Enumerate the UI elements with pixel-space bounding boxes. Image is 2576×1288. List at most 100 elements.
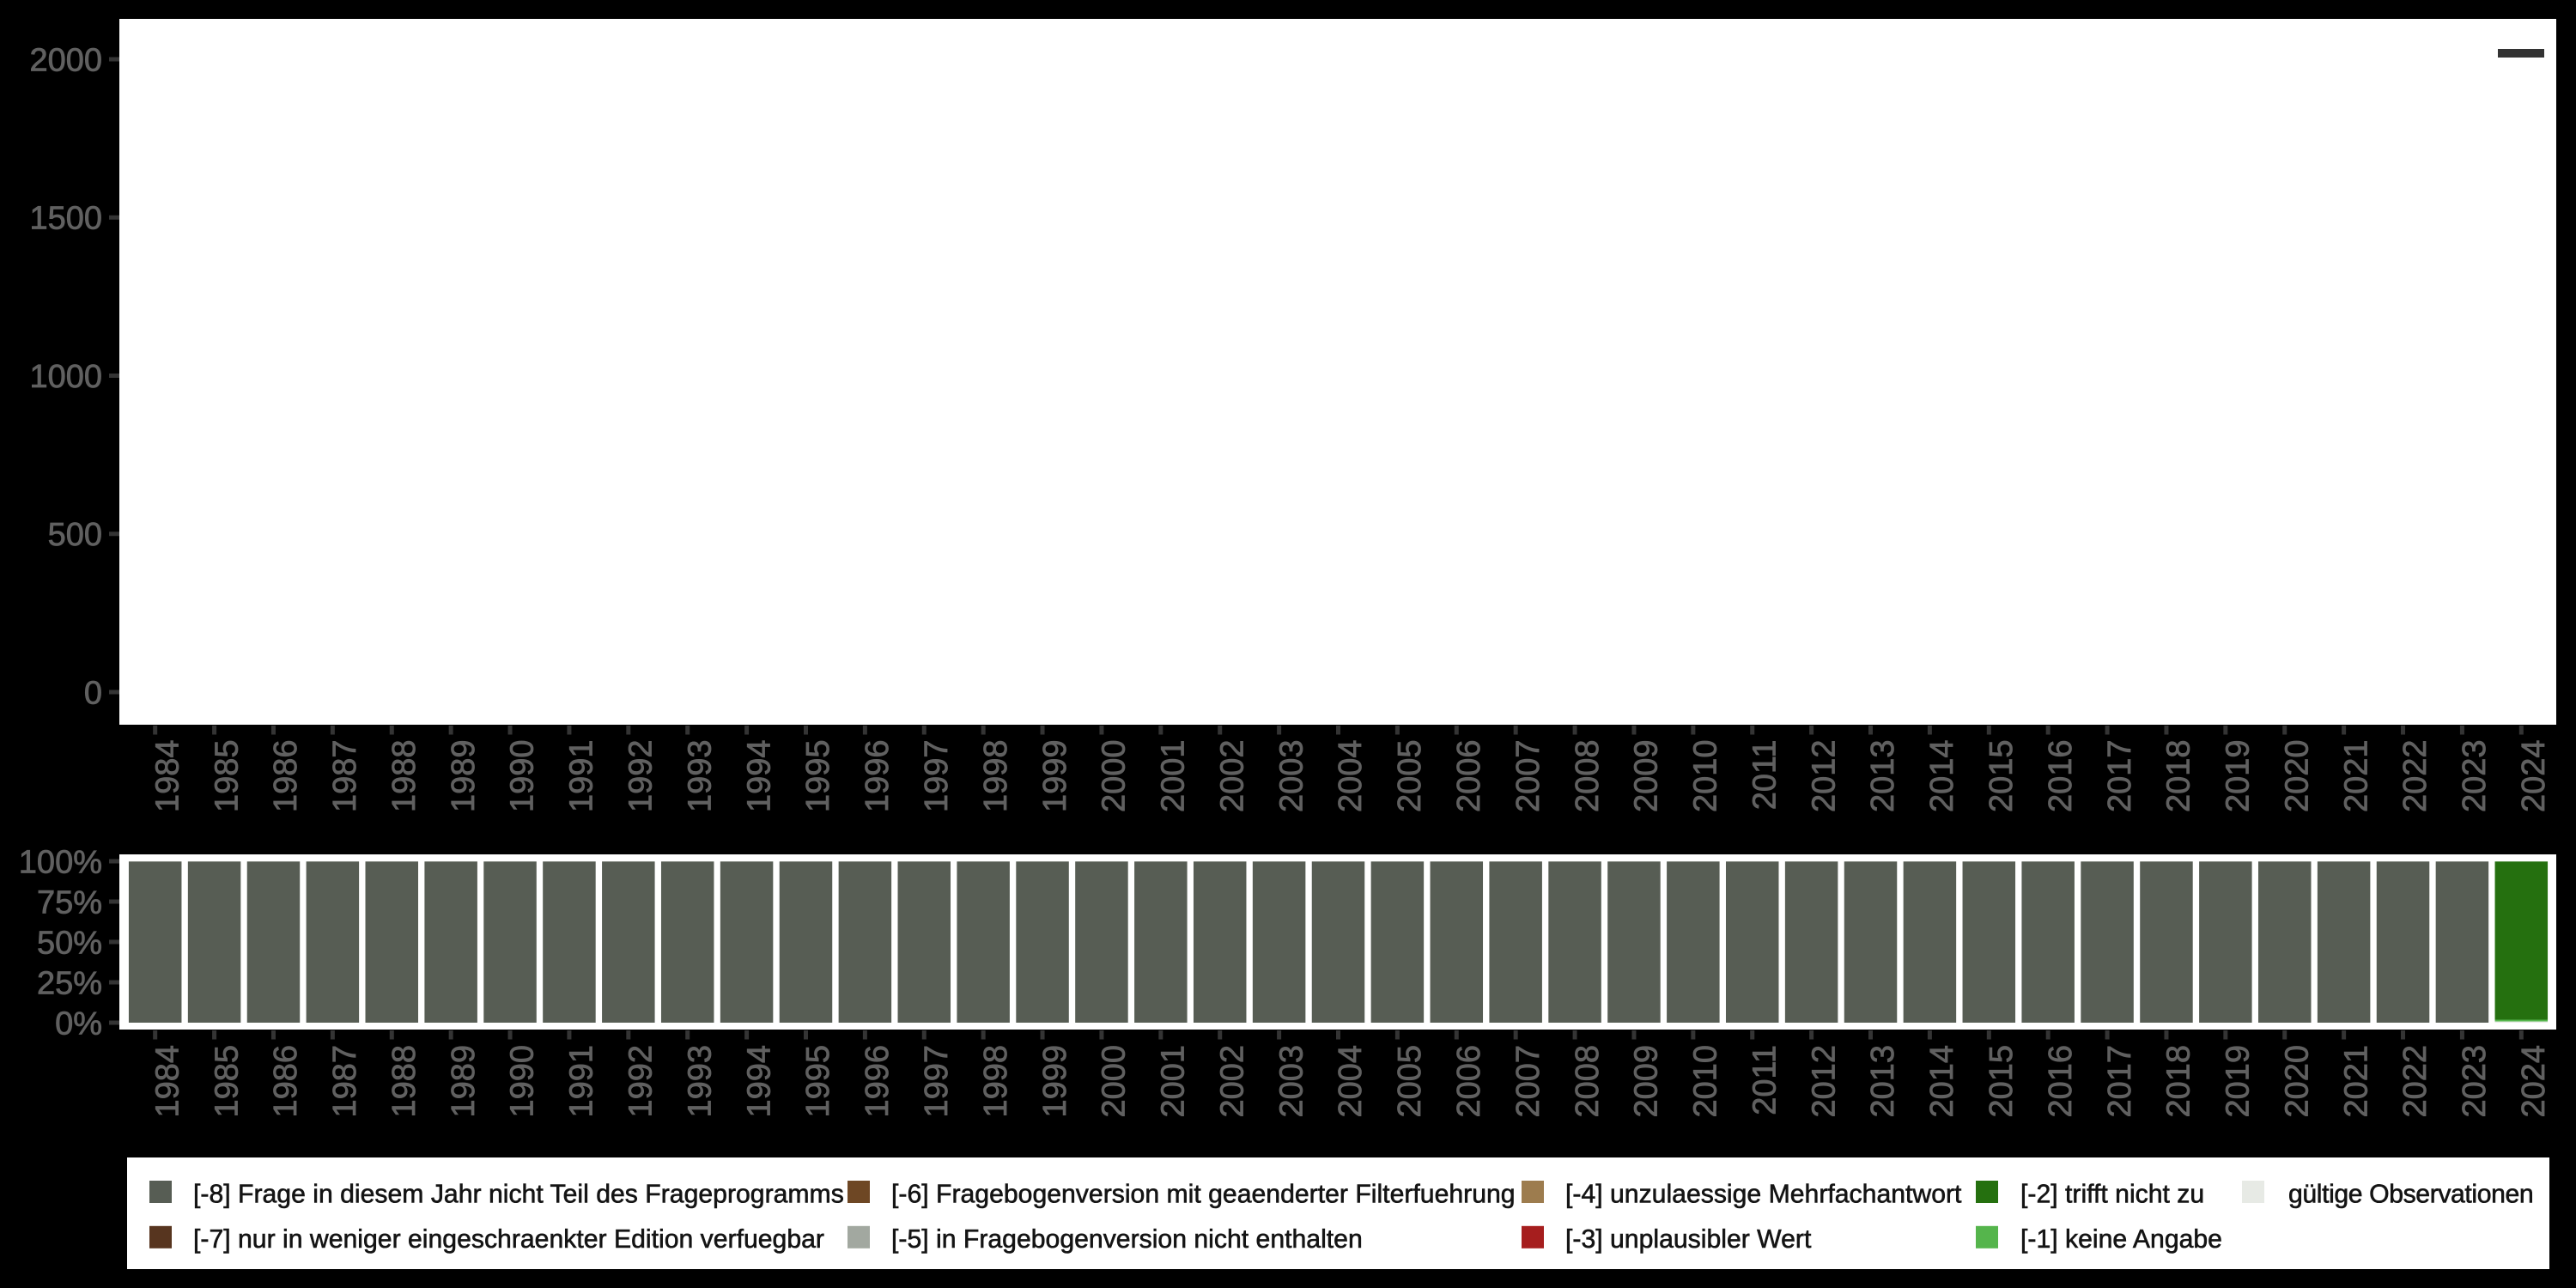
svg-text:2015: 2015 xyxy=(1984,1045,2020,1118)
svg-text:2021: 2021 xyxy=(2338,1045,2374,1118)
svg-text:1997: 1997 xyxy=(919,740,955,813)
svg-text:2003: 2003 xyxy=(1273,740,1309,813)
svg-text:75%: 75% xyxy=(37,884,102,920)
svg-text:2006: 2006 xyxy=(1451,1045,1487,1118)
svg-text:2001: 2001 xyxy=(1156,740,1192,813)
svg-text:2016: 2016 xyxy=(2043,1045,2079,1118)
svg-text:2017: 2017 xyxy=(2102,740,2138,813)
svg-text:1992: 1992 xyxy=(623,1045,659,1118)
svg-text:gültige Observationen: gültige Observationen xyxy=(2288,1181,2533,1209)
svg-text:2016: 2016 xyxy=(2043,740,2079,813)
svg-text:1994: 1994 xyxy=(741,740,777,813)
svg-text:1984: 1984 xyxy=(149,740,185,813)
svg-text:2012: 2012 xyxy=(1806,1045,1842,1118)
svg-text:1990: 1990 xyxy=(505,740,541,813)
svg-text:1999: 1999 xyxy=(1037,740,1073,813)
svg-text:2023: 2023 xyxy=(2457,1045,2493,1118)
svg-text:2001: 2001 xyxy=(1156,1045,1192,1118)
svg-text:2004: 2004 xyxy=(1333,1045,1369,1118)
svg-text:2000: 2000 xyxy=(1097,1045,1133,1118)
svg-text:[-7] nur in weniger eingeschra: [-7] nur in weniger eingeschraenkter Edi… xyxy=(193,1225,824,1254)
svg-text:2017: 2017 xyxy=(2102,1045,2138,1118)
svg-text:1987: 1987 xyxy=(327,1045,363,1118)
svg-text:50%: 50% xyxy=(37,925,102,961)
svg-text:1991: 1991 xyxy=(564,740,600,813)
svg-text:1996: 1996 xyxy=(860,1045,896,1118)
svg-text:[-1] keine Angabe: [-1] keine Angabe xyxy=(2020,1225,2222,1254)
svg-text:1998: 1998 xyxy=(978,740,1014,813)
svg-text:1998: 1998 xyxy=(978,1045,1014,1118)
svg-text:2004: 2004 xyxy=(1333,740,1369,813)
svg-text:2007: 2007 xyxy=(1510,1045,1546,1118)
svg-text:1997: 1997 xyxy=(919,1045,955,1118)
svg-text:2022: 2022 xyxy=(2397,1045,2433,1118)
svg-text:1987: 1987 xyxy=(327,740,363,813)
svg-text:2018: 2018 xyxy=(2161,740,2197,813)
svg-text:2008: 2008 xyxy=(1570,740,1606,813)
svg-text:[-8] Frage in diesem Jahr nich: [-8] Frage in diesem Jahr nicht Teil des… xyxy=(193,1181,844,1209)
svg-text:1986: 1986 xyxy=(268,1045,304,1118)
svg-text:0%: 0% xyxy=(55,1005,102,1042)
svg-text:2005: 2005 xyxy=(1392,740,1428,813)
svg-text:2009: 2009 xyxy=(1629,740,1665,813)
svg-text:2021: 2021 xyxy=(2338,740,2374,813)
svg-text:2010: 2010 xyxy=(1688,740,1724,813)
svg-text:2007: 2007 xyxy=(1510,740,1546,813)
svg-text:2024: 2024 xyxy=(2516,740,2552,813)
svg-text:1989: 1989 xyxy=(446,740,482,813)
svg-text:1993: 1993 xyxy=(682,1045,718,1118)
svg-text:2019: 2019 xyxy=(2221,1045,2257,1118)
svg-text:1999: 1999 xyxy=(1037,1045,1073,1118)
svg-text:1990: 1990 xyxy=(505,1045,541,1118)
svg-text:2002: 2002 xyxy=(1214,740,1250,813)
svg-text:2019: 2019 xyxy=(2221,740,2257,813)
svg-text:2000: 2000 xyxy=(1097,740,1133,813)
svg-text:[-5] in Fragebogenversion nich: [-5] in Fragebogenversion nicht enthalte… xyxy=(891,1225,1363,1254)
svg-text:2024: 2024 xyxy=(2516,1045,2552,1118)
svg-text:2015: 2015 xyxy=(1984,740,2020,813)
svg-text:[-3] unplausibler Wert: [-3] unplausibler Wert xyxy=(1565,1225,1812,1254)
svg-text:2013: 2013 xyxy=(1865,740,1901,813)
svg-text:1992: 1992 xyxy=(623,740,659,813)
svg-text:1995: 1995 xyxy=(800,740,836,813)
svg-text:1988: 1988 xyxy=(386,1045,422,1118)
svg-text:2020: 2020 xyxy=(2279,1045,2315,1118)
svg-text:1996: 1996 xyxy=(860,740,896,813)
svg-text:[-2] trifft nicht zu: [-2] trifft nicht zu xyxy=(2020,1181,2204,1209)
svg-text:2013: 2013 xyxy=(1865,1045,1901,1118)
svg-text:1993: 1993 xyxy=(682,740,718,813)
svg-text:100%: 100% xyxy=(19,844,102,880)
svg-text:2000: 2000 xyxy=(29,42,102,78)
svg-text:2011: 2011 xyxy=(1747,1045,1783,1115)
svg-text:2014: 2014 xyxy=(1924,1045,1960,1118)
svg-text:2006: 2006 xyxy=(1451,740,1487,813)
svg-text:2005: 2005 xyxy=(1392,1045,1428,1118)
svg-text:1991: 1991 xyxy=(564,1045,600,1118)
svg-text:2020: 2020 xyxy=(2279,740,2315,813)
svg-text:1995: 1995 xyxy=(800,1045,836,1118)
svg-text:[-6] Fragebogenversion mit gea: [-6] Fragebogenversion mit geaenderter F… xyxy=(891,1181,1516,1209)
svg-text:2011: 2011 xyxy=(1747,740,1783,811)
svg-text:1000: 1000 xyxy=(29,359,102,395)
svg-text:2022: 2022 xyxy=(2397,740,2433,813)
svg-text:2009: 2009 xyxy=(1629,1045,1665,1118)
svg-text:1988: 1988 xyxy=(386,740,422,813)
svg-text:2012: 2012 xyxy=(1806,740,1842,813)
svg-text:500: 500 xyxy=(48,517,102,553)
svg-text:1989: 1989 xyxy=(446,1045,482,1118)
svg-text:25%: 25% xyxy=(37,965,102,1001)
svg-text:1986: 1986 xyxy=(268,740,304,813)
svg-text:1994: 1994 xyxy=(741,1045,777,1118)
svg-text:2018: 2018 xyxy=(2161,1045,2197,1118)
svg-text:2010: 2010 xyxy=(1688,1045,1724,1118)
svg-text:1984: 1984 xyxy=(149,1045,185,1118)
svg-text:2008: 2008 xyxy=(1570,1045,1606,1118)
svg-text:0: 0 xyxy=(84,675,102,711)
svg-text:1985: 1985 xyxy=(209,740,245,813)
svg-text:2003: 2003 xyxy=(1273,1045,1309,1118)
svg-text:2002: 2002 xyxy=(1214,1045,1250,1118)
svg-text:2023: 2023 xyxy=(2457,740,2493,813)
svg-text:1500: 1500 xyxy=(29,201,102,237)
svg-text:1985: 1985 xyxy=(209,1045,245,1118)
svg-text:2014: 2014 xyxy=(1924,740,1960,813)
